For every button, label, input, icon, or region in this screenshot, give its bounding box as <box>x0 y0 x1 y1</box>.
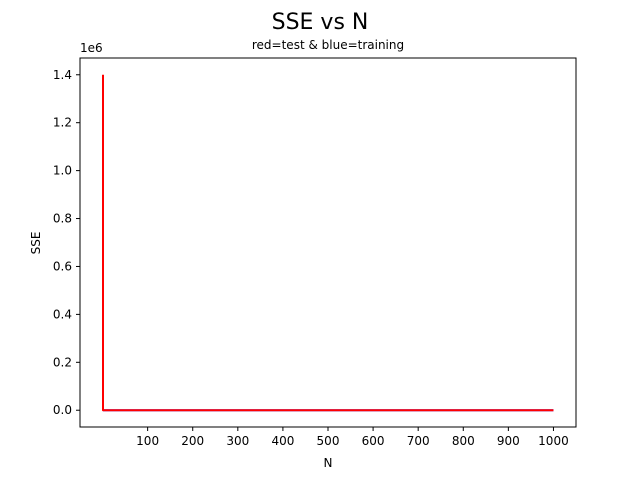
x-tick-label: 100 <box>136 434 159 448</box>
x-axis-label: N <box>324 456 333 470</box>
y-tick-label: 0.6 <box>53 259 72 273</box>
x-tick-label: 200 <box>181 434 204 448</box>
chart-subtitle: red=test & blue=training <box>252 38 404 52</box>
plot-frame <box>79 57 577 428</box>
y-tick-label: 1.2 <box>53 116 72 130</box>
x-tick-label: 800 <box>452 434 475 448</box>
plot-area: 100 200 300 400 500 600 700 800 900 1000 0.0 0.2 0.4… <box>53 57 577 448</box>
x-tick-label: 1000 <box>538 434 569 448</box>
x-tick-label: 300 <box>226 434 249 448</box>
x-tick-label: 500 <box>317 434 340 448</box>
y-tick-label: 1.4 <box>53 68 72 82</box>
y-offset-label: 1e6 <box>80 41 103 55</box>
y-tick-label: 0.8 <box>53 212 72 226</box>
x-tick-label: 900 <box>497 434 520 448</box>
y-tick-label: 1.0 <box>53 164 72 178</box>
x-tick-label: 600 <box>362 434 385 448</box>
x-tick-label: 400 <box>271 434 294 448</box>
series-line-1 <box>102 74 554 412</box>
chart-title: SSE vs N <box>272 10 369 35</box>
x-tick-label: 700 <box>407 434 430 448</box>
y-tick-label: 0.0 <box>53 403 72 417</box>
y-tick-label: 0.4 <box>53 307 72 321</box>
y-tick-label: 0.2 <box>53 355 72 369</box>
y-axis-label: SSE <box>29 232 43 255</box>
